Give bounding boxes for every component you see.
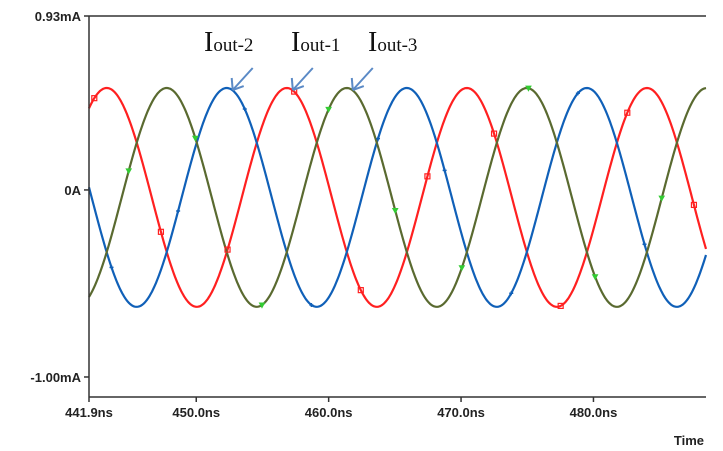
data-marker (690, 201, 698, 209)
annotation-arrow-icon (230, 67, 254, 91)
x-tick-label: 480.0ns (570, 405, 618, 420)
y-tick-label: -1.00mA (30, 370, 81, 385)
data-marker (157, 228, 165, 235)
annotation-arrow-icon (350, 67, 374, 91)
x-tick-label: 441.9ns (65, 405, 113, 420)
marker-layer (91, 85, 698, 310)
series-line-iout-2 (87, 86, 708, 308)
data-marker (658, 195, 666, 202)
data-marker (242, 107, 247, 112)
data-marker (591, 274, 599, 281)
series-line-iout-1 (88, 86, 708, 308)
data-marker (109, 265, 114, 270)
data-marker (509, 291, 514, 296)
data-marker (575, 91, 580, 96)
series-annotation-iout-3: Iout-3 (368, 27, 417, 58)
data-marker (642, 242, 647, 247)
data-marker (309, 302, 314, 307)
data-marker (357, 287, 364, 294)
data-marker (442, 168, 447, 173)
series-line-iout-3 (88, 86, 707, 308)
series-annotation-iout-2: Iout-2 (204, 27, 253, 58)
data-marker (624, 109, 631, 116)
data-marker (91, 95, 98, 102)
series-layer (87, 86, 708, 308)
x-tick-label: 470.0ns (437, 405, 485, 420)
data-marker (424, 173, 431, 180)
x-tick-label: 450.0ns (172, 405, 220, 420)
data-marker (557, 302, 564, 310)
x-axis-label: Time (674, 433, 704, 448)
data-marker (458, 265, 466, 272)
data-marker (224, 246, 231, 253)
data-marker (191, 135, 199, 142)
data-marker (176, 208, 181, 213)
y-tick-label: 0.93mA (35, 9, 82, 24)
data-marker (258, 302, 266, 309)
x-tick-label: 460.0ns (305, 405, 353, 420)
annotation-arrow-icon (290, 67, 314, 91)
data-marker (525, 85, 532, 92)
data-marker (125, 168, 133, 175)
data-marker (376, 136, 381, 141)
data-marker (490, 130, 498, 137)
data-marker (325, 106, 332, 113)
y-tick-label: 0A (64, 183, 81, 198)
series-annotation-iout-1: Iout-1 (291, 27, 340, 58)
data-marker (391, 207, 399, 214)
